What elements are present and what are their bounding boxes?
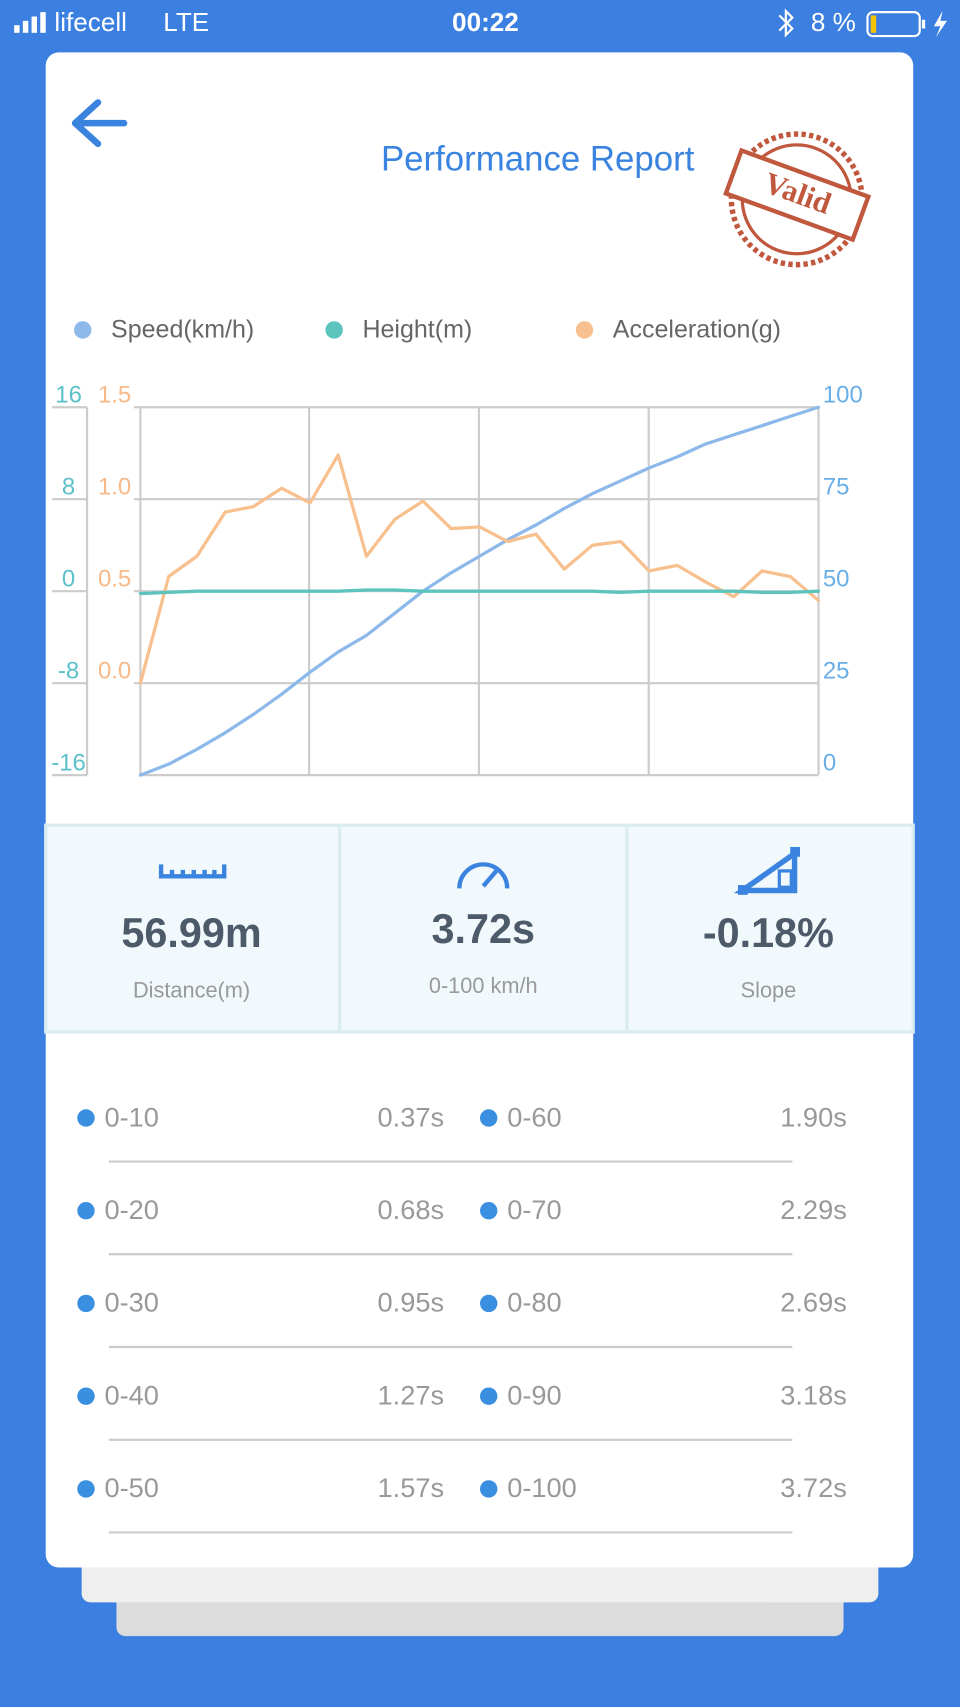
- legend-marker: [74, 321, 92, 339]
- stat-value: -0.18%: [703, 910, 834, 956]
- stat-value: 56.99m: [121, 910, 261, 956]
- split-label: 0-70: [507, 1194, 561, 1225]
- split-label: 0-100: [507, 1472, 577, 1503]
- bluetooth-icon: [778, 8, 794, 38]
- stat-label: Slope: [741, 977, 797, 1002]
- y-tick-label: 0: [62, 566, 75, 593]
- split-dot: [77, 1109, 95, 1127]
- status-bar: lifecell LTE 00:22 8 %: [14, 7, 947, 38]
- split-label: 0-50: [104, 1472, 158, 1503]
- battery-percent: 8 %: [811, 7, 856, 37]
- series-line: [138, 405, 821, 777]
- split-label: 0-30: [104, 1287, 158, 1318]
- signal-bar: [22, 20, 29, 33]
- y3-tick-label: 1.5: [98, 382, 131, 409]
- split-dot: [480, 1387, 498, 1405]
- legend-label[interactable]: Acceleration(g): [613, 316, 781, 344]
- ruler-icon: [158, 864, 227, 879]
- split-time: 3.18s: [780, 1379, 847, 1410]
- legend-label[interactable]: Speed(km/h): [111, 316, 254, 344]
- y-tick-label: -16: [51, 750, 86, 777]
- series-line: [138, 588, 821, 596]
- charging-icon: [933, 11, 947, 38]
- split-label: 0-60: [507, 1101, 561, 1132]
- split-time: 1.90s: [780, 1101, 847, 1132]
- split-dot: [480, 1109, 498, 1127]
- back-button[interactable]: [71, 99, 128, 148]
- stamp-band: [723, 147, 872, 243]
- clock: 00:22: [452, 7, 519, 37]
- split-time: 2.69s: [780, 1287, 847, 1318]
- chart: 0 25 50 75 100 16 8 0 -8 -16 0.0 0.5 1.0 1.5: [51, 382, 863, 777]
- split-time: 3.72s: [780, 1472, 847, 1503]
- slope-dot: [790, 846, 800, 857]
- split-time: 1.27s: [378, 1379, 445, 1410]
- split-time: 1.57s: [378, 1472, 445, 1503]
- signal-bar: [31, 16, 38, 33]
- y3-tick-label: 0.0: [98, 658, 131, 685]
- y-tick-label: 8: [62, 474, 75, 501]
- legend-marker: [325, 321, 343, 339]
- split-dot: [480, 1480, 498, 1498]
- split-label: 0-20: [104, 1194, 158, 1225]
- split-label: 0-90: [507, 1379, 561, 1410]
- stat-value: 3.72s: [432, 906, 535, 952]
- slope-icon: [733, 846, 800, 895]
- legend-label[interactable]: Height(m): [362, 316, 472, 344]
- stats: 56.99m Distance(m) 3.72s 0-100 km/h -0.18% Sl…: [121, 906, 834, 1003]
- split-dot: [480, 1294, 498, 1313]
- stats-panel: [44, 823, 915, 1034]
- y2-tick-label: 100: [823, 382, 863, 409]
- signal-bar: [40, 12, 46, 33]
- carrier: lifecell: [54, 7, 127, 37]
- battery-tip: [921, 19, 926, 29]
- y3-tick-label: 0.5: [98, 566, 131, 593]
- battery-icon: [866, 11, 921, 38]
- split-time: 2.29s: [780, 1194, 847, 1225]
- card: [45, 52, 914, 1568]
- battery-level: [870, 15, 877, 33]
- gauge-arc: [457, 862, 510, 889]
- y2-tick-label: 0: [823, 750, 836, 777]
- y-tick-label: -8: [58, 658, 79, 685]
- gauge-needle: [481, 869, 498, 888]
- split-dot: [77, 1202, 95, 1220]
- page-title: Performance Report: [381, 139, 695, 178]
- slope-triangle: [733, 848, 798, 894]
- y3-tick-label: 1.0: [98, 474, 131, 501]
- split-label: 0-40: [104, 1379, 158, 1410]
- splits: 0-10 0.37s 0-20 0.68s 0-30 0.95s 0-40 1.27s 0-50…: [77, 1101, 847, 1534]
- split-time: 0.68s: [378, 1194, 445, 1225]
- slope-dot: [737, 885, 748, 895]
- split-label: 0-80: [507, 1287, 561, 1318]
- stat-label: 0-100 km/h: [429, 973, 538, 998]
- y2-tick-label: 25: [823, 658, 850, 685]
- split-dot: [77, 1480, 95, 1498]
- y-tick-label: 16: [55, 382, 82, 409]
- split-label: 0-10: [104, 1101, 158, 1132]
- split-time: 0.95s: [378, 1287, 445, 1318]
- slope-box: [777, 869, 793, 889]
- split-time: 0.37s: [378, 1101, 445, 1132]
- signal-bar: [14, 25, 20, 33]
- series-line: [138, 453, 821, 685]
- split-dot: [480, 1202, 498, 1220]
- split-dot: [77, 1387, 95, 1405]
- y2-tick-label: 75: [823, 474, 850, 501]
- legend-marker: [575, 321, 594, 339]
- valid-stamp: Valid: [723, 131, 872, 268]
- stat-label: Distance(m): [133, 977, 250, 1002]
- speedometer-icon: [457, 862, 510, 889]
- split-dot: [77, 1294, 95, 1313]
- network: LTE: [163, 7, 209, 37]
- y2-tick-label: 50: [823, 566, 850, 593]
